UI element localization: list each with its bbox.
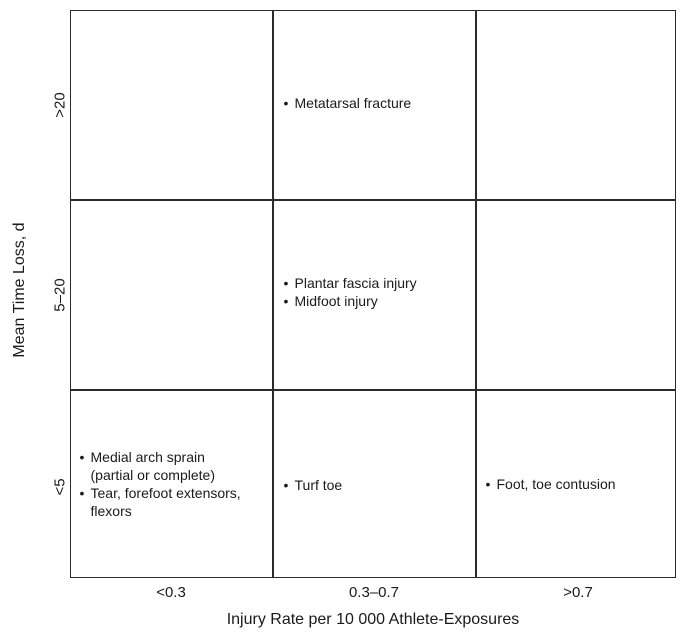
row-label: <5	[51, 478, 69, 496]
cell-bottom-middle: Turf toe	[272, 389, 476, 578]
cell-top-middle-list: Metatarsal fracture	[284, 94, 412, 112]
cell-bottom-middle-list: Turf toe	[284, 476, 343, 494]
list-item: Tear, forefoot extensors, flexors	[80, 484, 241, 520]
cell-bottom-right-list: Foot, toe contusion	[486, 475, 616, 493]
list-item: Metatarsal fracture	[284, 94, 412, 112]
injury-matrix-grid: Metatarsal fracture Plantar fascia injur…	[69, 9, 676, 578]
column-label: >0.7	[563, 584, 593, 601]
injury-label: Turf toe	[294, 476, 343, 493]
y-axis-title: Mean Time Loss, d	[11, 222, 28, 358]
cell-bottom-right: Foot, toe contusion	[475, 389, 676, 578]
list-item: Foot, toe contusion	[486, 475, 616, 493]
injury-label-continued: (partial or complete)	[90, 466, 216, 483]
row-label: 5–20	[51, 278, 69, 312]
cell-bottom-left-list: Medial arch sprain (partial or complete)…	[80, 448, 241, 520]
cell-top-middle: Metatarsal fracture	[272, 9, 476, 200]
list-item: Medial arch sprain (partial or complete)	[80, 448, 241, 484]
list-item: Midfoot injury	[284, 292, 417, 310]
injury-label: Medial arch sprain	[90, 448, 205, 465]
cell-top-right	[475, 9, 676, 200]
list-item: Plantar fascia injury	[284, 274, 417, 292]
list-item: Turf toe	[284, 476, 343, 494]
cell-bottom-left: Medial arch sprain (partial or complete)…	[69, 389, 273, 578]
row-label: >20	[51, 92, 69, 118]
cell-top-left	[69, 9, 273, 200]
injury-label: Midfoot injury	[294, 292, 378, 309]
injury-label: Tear, forefoot extensors,	[90, 484, 241, 501]
cell-middle-right	[475, 199, 676, 390]
column-label: <0.3	[156, 584, 186, 601]
column-label: 0.3–0.7	[348, 584, 400, 601]
injury-label: Plantar fascia injury	[294, 274, 417, 291]
injury-label: Foot, toe contusion	[496, 475, 616, 492]
x-axis-title: Injury Rate per 10 000 Athlete-Exposures	[226, 611, 520, 628]
cell-middle-middle: Plantar fascia injury Midfoot injury	[272, 199, 476, 390]
cell-middle-left	[69, 199, 273, 390]
cell-middle-middle-list: Plantar fascia injury Midfoot injury	[284, 274, 417, 310]
injury-label: Metatarsal fracture	[294, 94, 412, 111]
injury-label-continued: flexors	[90, 502, 132, 519]
